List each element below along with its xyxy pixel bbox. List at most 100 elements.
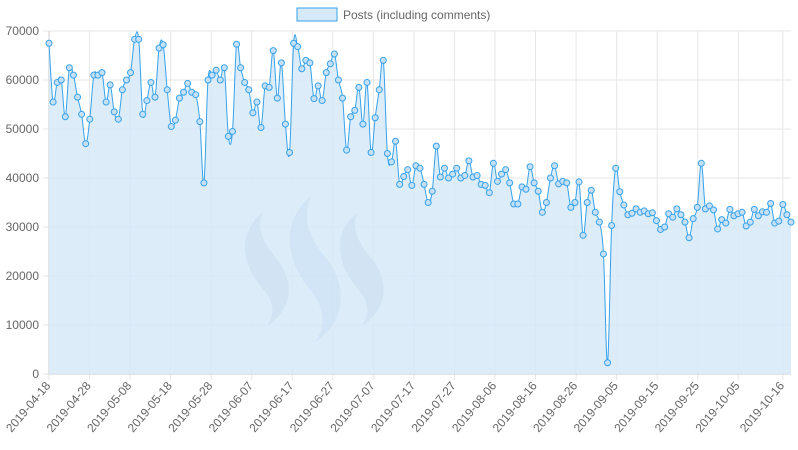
data-point[interactable] [710,206,718,214]
data-point[interactable] [86,115,94,123]
data-point[interactable] [697,159,705,167]
data-point[interactable] [750,205,758,213]
data-point[interactable] [167,123,175,131]
data-point[interactable] [375,86,383,94]
data-point[interactable] [318,97,326,105]
data-point[interactable] [746,218,754,226]
data-point[interactable] [74,93,82,101]
data-point[interactable] [652,217,660,225]
data-point[interactable] [522,185,530,193]
data-point[interactable] [184,79,192,87]
data-point[interactable] [648,209,656,217]
data-point[interactable] [493,177,501,185]
data-point[interactable] [400,173,408,181]
data-point[interactable] [355,83,363,91]
data-point[interactable] [298,65,306,73]
data-point[interactable] [175,94,183,102]
data-point[interactable] [599,250,607,258]
data-point[interactable] [98,69,106,77]
data-point[interactable] [245,86,253,94]
data-point[interactable] [551,162,559,170]
data-point[interactable] [139,110,147,118]
data-point[interactable] [151,93,159,101]
data-point[interactable] [110,108,118,116]
data-point[interactable] [608,222,616,230]
data-point[interactable] [135,35,143,43]
data-point[interactable] [567,203,575,211]
data-point[interactable] [330,50,338,58]
data-point[interactable] [383,150,391,157]
data-point[interactable] [65,64,73,72]
data-point[interactable] [440,164,448,172]
data-point[interactable] [143,97,151,105]
data-point[interactable] [265,83,273,91]
data-point[interactable] [233,40,241,48]
data-point[interactable] [538,208,546,216]
data-point[interactable] [449,170,457,178]
data-point[interactable] [228,127,236,135]
legend[interactable]: Posts (including comments) [296,7,490,22]
data-point[interactable] [359,120,367,128]
data-point[interactable] [106,81,114,89]
data-point[interactable] [122,76,130,84]
legend-label[interactable]: Posts (including comments) [343,8,490,22]
data-point[interactable] [465,157,473,165]
data-point[interactable] [722,219,730,227]
data-point[interactable] [506,179,514,187]
data-point[interactable] [204,76,212,84]
data-point[interactable] [563,179,571,187]
data-point[interactable] [742,222,750,230]
data-point[interactable] [281,120,289,128]
data-point[interactable] [387,158,395,166]
data-point[interactable] [61,113,69,121]
data-point[interactable] [69,71,77,79]
data-point[interactable] [673,205,681,213]
data-point[interactable] [575,178,583,186]
data-point[interactable] [595,218,603,226]
data-point[interactable] [78,110,86,118]
data-point[interactable] [461,172,469,180]
data-point[interactable] [502,166,510,174]
data-point[interactable] [779,200,787,208]
data-point[interactable] [738,208,746,216]
data-point[interactable] [363,78,371,86]
data-point[interactable] [714,225,722,233]
data-point[interactable] [620,201,628,209]
data-point[interactable] [604,359,612,367]
data-point[interactable] [693,203,701,211]
data-point[interactable] [681,218,689,226]
data-point[interactable] [224,132,232,140]
data-point[interactable] [705,202,713,210]
data-point[interactable] [371,114,379,122]
data-point[interactable] [326,60,334,68]
data-point[interactable] [428,187,436,195]
data-point[interactable] [787,218,795,226]
data-point[interactable] [343,146,351,154]
data-point[interactable] [163,86,171,94]
data-point[interactable] [485,189,493,197]
data-point[interactable] [257,124,265,132]
data-point[interactable] [404,166,412,174]
data-point[interactable] [481,181,489,189]
data-point[interactable] [310,95,318,103]
data-point[interactable] [351,106,359,114]
data-point[interactable] [453,164,461,172]
data-point[interactable] [334,76,342,84]
data-point[interactable] [546,174,554,182]
data-point[interactable] [628,209,636,217]
data-point[interactable] [347,113,355,121]
data-point[interactable] [159,41,167,49]
data-point[interactable] [498,170,506,178]
data-point[interactable] [269,47,277,55]
data-point[interactable] [587,186,595,194]
data-point[interactable] [685,234,693,242]
data-point[interactable] [277,59,285,67]
data-point[interactable] [514,200,522,208]
data-point[interactable] [436,173,444,181]
data-point[interactable] [669,213,677,221]
data-point[interactable] [616,188,624,196]
data-point[interactable] [237,64,245,72]
data-point[interactable] [416,164,424,172]
data-point[interactable] [583,199,591,206]
data-point[interactable] [396,180,404,188]
